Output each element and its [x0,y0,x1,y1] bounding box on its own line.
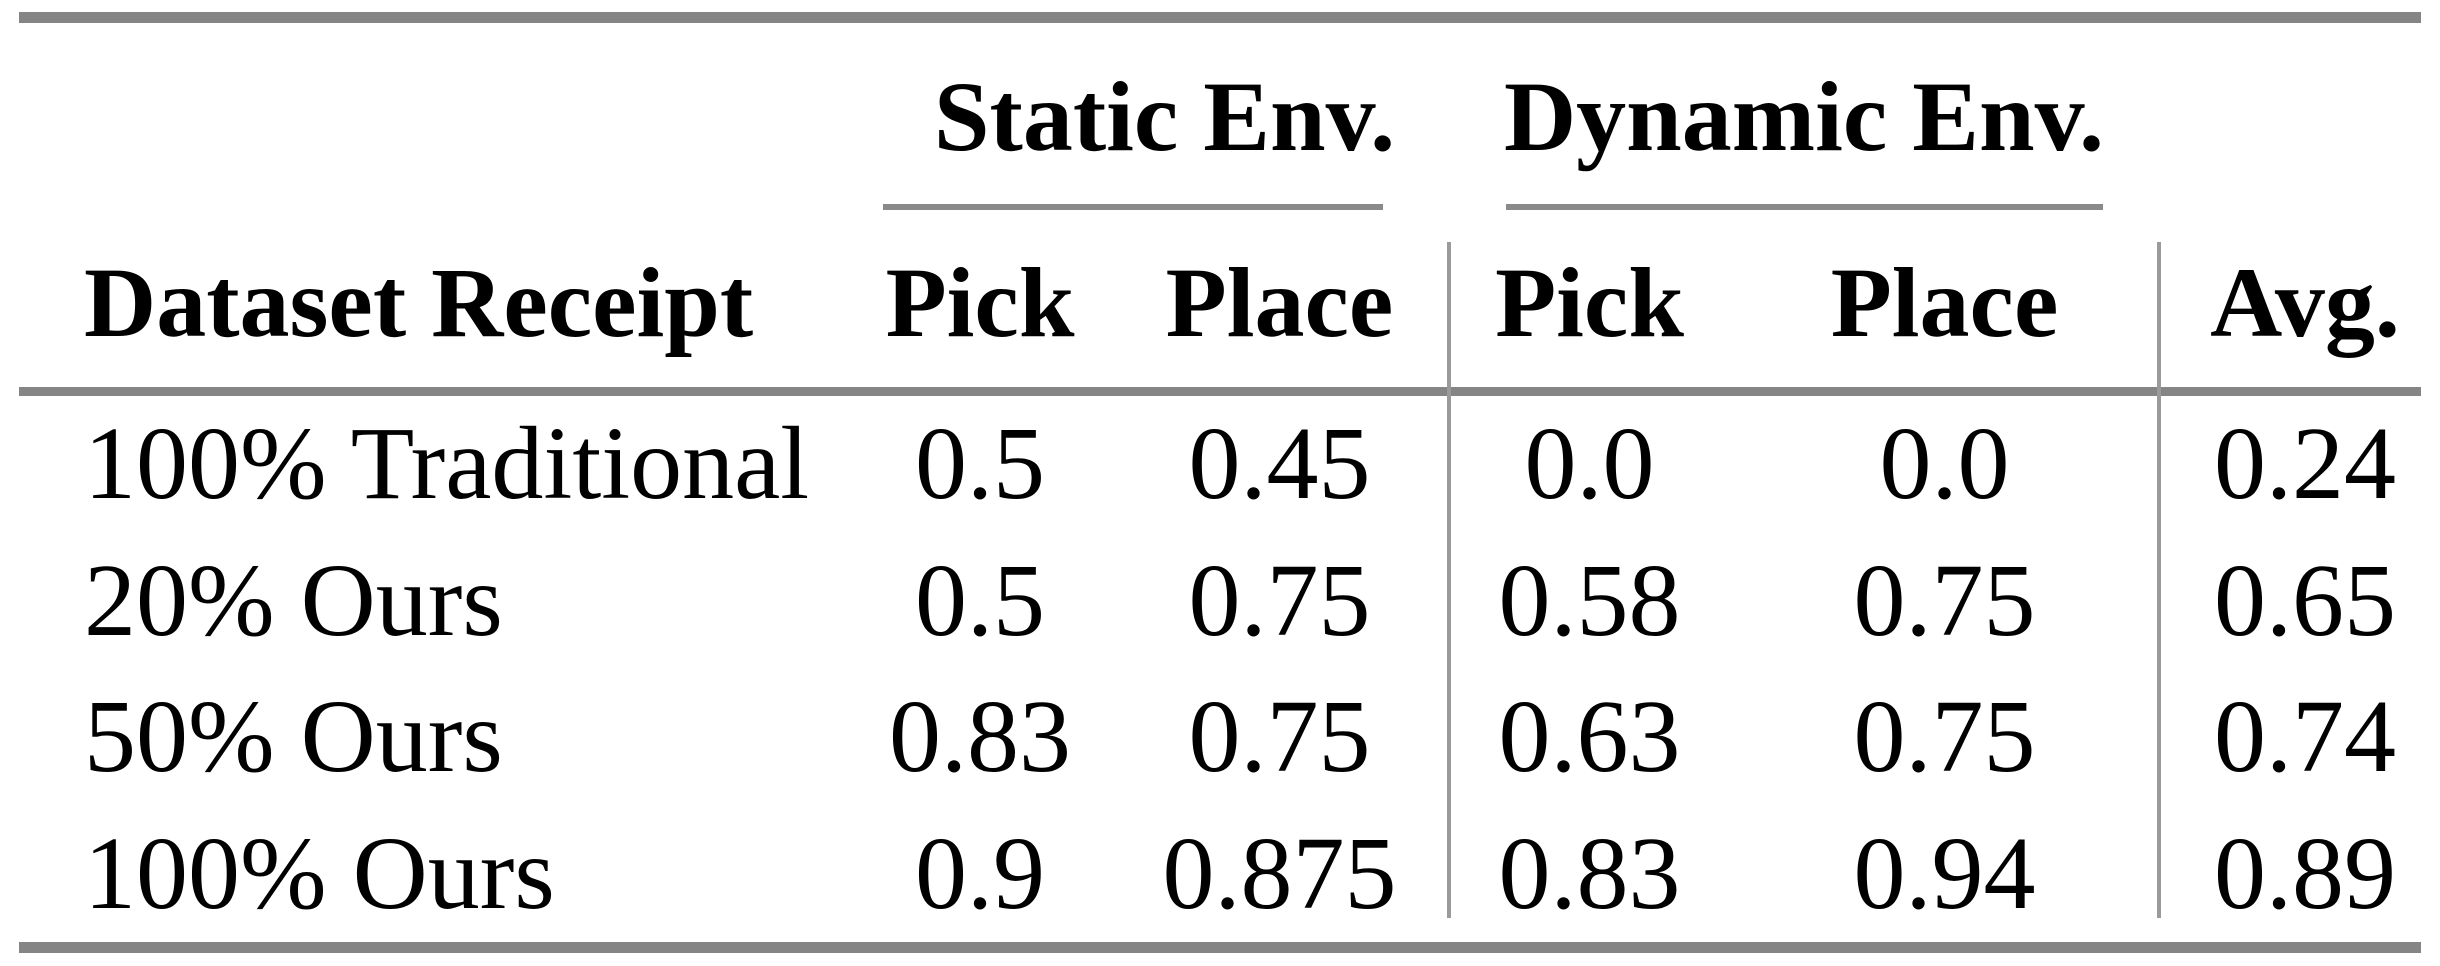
data-cell-dynamic-place: 0.94 [1853,815,2036,931]
column-header-static-place: Place [1165,247,1394,358]
table-row: 20% Ours 0.5 0.75 0.58 0.75 0.65 [19,533,2421,670]
group-header-spacer [2159,23,2421,210]
static-env-underline-rule [883,204,1383,210]
data-cell-dynamic-place: 0.0 [1879,406,2010,522]
data-cell-avg: 0.74 [2214,679,2397,795]
data-cell-static-pick: 0.83 [889,679,1071,795]
results-table: Static Env. Dynamic Env. Dataset Receipt… [19,23,2421,942]
data-cell-avg: 0.65 [2214,542,2397,658]
group-header-row: Static Env. Dynamic Env. [19,23,2421,210]
data-cell-dynamic-place: 0.75 [1853,542,2036,658]
table-row: 100% Ours 0.9 0.875 0.83 0.94 0.89 [19,806,2421,943]
data-cell-static-pick: 0.5 [915,406,1045,522]
data-cell-dynamic-pick: 0.63 [1498,679,1681,795]
data-cell-static-place: 0.75 [1188,542,1371,658]
vertical-separator-dynamic-avg [2157,242,2161,918]
column-header-row: Dataset Receipt Pick Place Pick Place Av… [19,210,2421,396]
data-cell-static-place: 0.75 [1188,679,1371,795]
column-header-dynamic-place: Place [1830,247,2059,358]
data-cell-static-place: 0.45 [1188,406,1371,522]
row-label: 50% Ours [84,679,503,795]
group-header-dynamic-env: Dynamic Env. [1503,61,2105,172]
data-cell-dynamic-pick: 0.0 [1524,406,1655,522]
table-bottom-rule [19,942,2421,953]
row-label: 20% Ours [84,542,503,658]
column-header-static-pick: Pick [885,247,1075,358]
row-label: 100% Traditional [84,406,810,522]
dynamic-env-underline-rule [1506,204,2103,210]
group-header-spacer [19,23,880,210]
data-cell-dynamic-place: 0.75 [1853,679,2036,795]
table-row: 100% Traditional 0.5 0.45 0.0 0.0 0.24 [19,396,2421,533]
data-cell-static-pick: 0.5 [915,542,1045,658]
data-cell-avg: 0.24 [2214,406,2397,522]
column-header-avg: Avg. [2210,247,2400,358]
data-cell-dynamic-pick: 0.83 [1498,815,1681,931]
table-row: 50% Ours 0.83 0.75 0.63 0.75 0.74 [19,669,2421,806]
table-header-midrule [19,387,2421,396]
data-cell-static-pick: 0.9 [915,815,1045,931]
data-cell-avg: 0.89 [2214,815,2397,931]
column-header-dynamic-pick: Pick [1495,247,1684,358]
column-header-dataset-receipt: Dataset Receipt [84,247,754,358]
data-cell-static-place: 0.875 [1162,815,1397,931]
data-cell-dynamic-pick: 0.58 [1498,542,1681,658]
vertical-separator-static-dynamic [1447,242,1451,918]
group-header-static-env: Static Env. [933,61,1396,172]
table-top-rule [19,12,2421,23]
row-label: 100% Ours [84,815,555,931]
